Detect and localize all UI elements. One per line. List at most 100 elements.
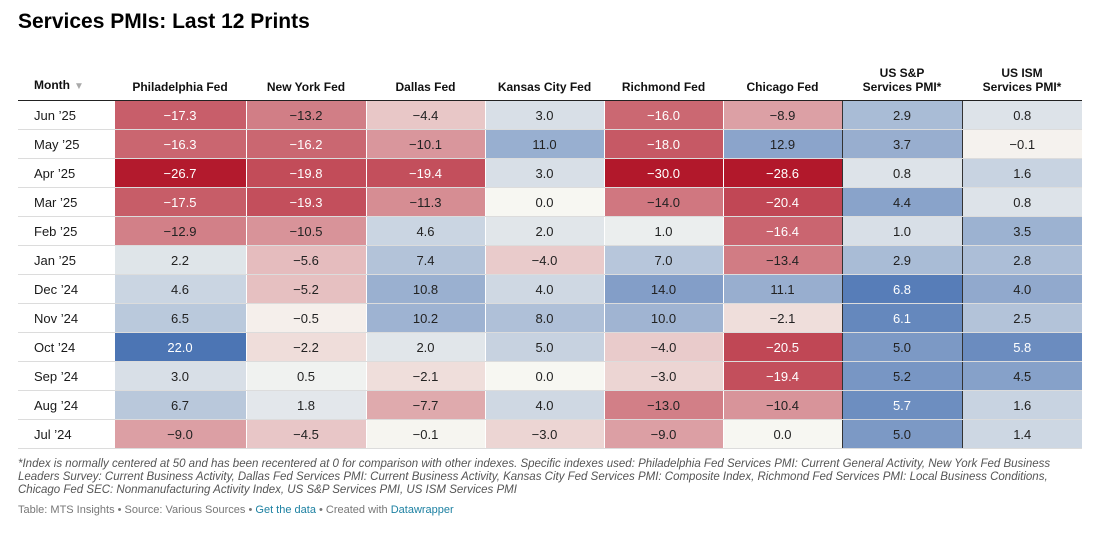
table-row: Jul ’24 −9.0 −4.5 −0.1 −3.0 −9.0 0.0 5.0 1.4: [18, 419, 1082, 449]
us-ism-services-pmi-value-cell: 0.8: [961, 187, 1082, 217]
richmond-fed-value-cell: −18.0: [603, 129, 723, 159]
new-york-fed-value-cell: −0.5: [245, 303, 366, 333]
philadelphia-fed-value-cell: −12.9: [113, 216, 246, 246]
month-cell: Jul ’24: [18, 419, 114, 449]
us-sp-services-pmi-value-cell: 2.9: [841, 100, 962, 130]
month-cell: Nov ’24: [18, 303, 114, 333]
us-sp-services-pmi-value-cell: 2.9: [841, 245, 962, 275]
us-sp-services-pmi-value-cell: 5.0: [841, 332, 962, 362]
richmond-fed-value-cell: −13.0: [603, 390, 723, 420]
month-cell: Apr ’25: [18, 158, 114, 188]
chicago-fed-value-cell: 11.1: [722, 274, 842, 304]
new-york-fed-column-header[interactable]: New York Fed: [246, 60, 366, 101]
us-ism-services-pmi-value-cell: 2.5: [961, 303, 1082, 333]
datawrapper-link[interactable]: Datawrapper: [390, 504, 454, 516]
credits-created-with-text: • Created with: [315, 504, 391, 516]
pmi-table: Month ▼ Philadelphia Fed New York Fed Dal…: [18, 60, 1082, 449]
richmond-fed-value-cell: 10.0: [603, 303, 723, 333]
new-york-fed-value-cell: 1.8: [245, 390, 366, 420]
table-row: Apr ’25 −26.7 −19.8 −19.4 3.0 −30.0 −28.6 0.8 1.…: [18, 158, 1082, 188]
chicago-fed-value-cell: −19.4: [722, 361, 842, 391]
table-row: Aug ’24 6.7 1.8 −7.7 4.0 −13.0 −10.4 5.7 1.6: [18, 390, 1082, 420]
table-row: May ’25 −16.3 −16.2 −10.1 11.0 −18.0 12.9 3.7 −0…: [18, 129, 1082, 159]
philadelphia-fed-value-cell: −26.7: [113, 158, 246, 188]
footnote: *Index is normally centered at 50 and ha…: [18, 458, 1051, 496]
philadelphia-fed-value-cell: −17.3: [113, 100, 246, 130]
dallas-fed-value-cell: −19.4: [365, 158, 485, 188]
month-cell: Mar ’25: [18, 187, 114, 217]
new-york-fed-value-cell: 0.5: [245, 361, 366, 391]
dallas-fed-value-cell: −4.4: [365, 100, 485, 130]
chicago-fed-column-header[interactable]: Chicago Fed: [723, 60, 842, 101]
richmond-fed-value-cell: −16.0: [603, 100, 723, 130]
philadelphia-fed-value-cell: −9.0: [113, 419, 246, 449]
credits: Table: MTS Insights • Source: Various So…: [18, 504, 454, 516]
philadelphia-fed-value-cell: −17.5: [113, 187, 246, 217]
new-york-fed-value-cell: −16.2: [245, 129, 366, 159]
kansas-city-fed-column-header[interactable]: Kansas City Fed: [485, 60, 604, 101]
philadelphia-fed-value-cell: −16.3: [113, 129, 246, 159]
us-ism-services-pmi-value-cell: 3.5: [961, 216, 1082, 246]
richmond-fed-value-cell: −30.0: [603, 158, 723, 188]
table-row: Dec ’24 4.6 −5.2 10.8 4.0 14.0 11.1 6.8 4.0: [18, 274, 1082, 304]
table-row: Jun ’25 −17.3 −13.2 −4.4 3.0 −16.0 −8.9 2.9 0.8: [18, 100, 1082, 130]
dallas-fed-value-cell: 2.0: [365, 332, 485, 362]
kansas-city-fed-value-cell: 0.0: [484, 361, 604, 391]
new-york-fed-value-cell: −5.2: [245, 274, 366, 304]
chicago-fed-value-cell: −16.4: [722, 216, 842, 246]
kansas-city-fed-value-cell: 2.0: [484, 216, 604, 246]
richmond-fed-value-cell: 14.0: [603, 274, 723, 304]
month-column-header[interactable]: Month ▼: [18, 60, 114, 101]
us-ism-services-pmi-value-cell: 1.6: [961, 158, 1082, 188]
table-row: Sep ’24 3.0 0.5 −2.1 0.0 −3.0 −19.4 5.2 4.5: [18, 361, 1082, 391]
chicago-fed-value-cell: −28.6: [722, 158, 842, 188]
us-sp-services-pmi-value-cell: 6.8: [841, 274, 962, 304]
chicago-fed-value-cell: 12.9: [722, 129, 842, 159]
richmond-fed-column-header[interactable]: Richmond Fed: [604, 60, 723, 101]
table-body: Jun ’25 −17.3 −13.2 −4.4 3.0 −16.0 −8.9 2.9 0.8 M…: [18, 100, 1082, 449]
dallas-fed-column-header[interactable]: Dallas Fed: [366, 60, 485, 101]
kansas-city-fed-value-cell: −3.0: [484, 419, 604, 449]
philadelphia-fed-column-header[interactable]: Philadelphia Fed: [114, 60, 246, 101]
us-sp-services-pmi-value-cell: 5.7: [841, 390, 962, 420]
month-cell: Oct ’24: [18, 332, 114, 362]
kansas-city-fed-value-cell: 3.0: [484, 158, 604, 188]
new-york-fed-value-cell: −5.6: [245, 245, 366, 275]
month-cell: Feb ’25: [18, 216, 114, 246]
month-cell: Jun ’25: [18, 100, 114, 130]
sort-down-icon[interactable]: ▼: [73, 81, 84, 92]
us-sp-services-pmi-value-cell: 1.0: [841, 216, 962, 246]
us-sp-services-pmi-value-cell: 6.1: [841, 303, 962, 333]
dallas-fed-value-cell: 7.4: [365, 245, 485, 275]
chicago-fed-value-cell: −13.4: [722, 245, 842, 275]
philadelphia-fed-value-cell: 6.5: [113, 303, 246, 333]
us-ism-services-pmi-value-cell: 1.6: [961, 390, 1082, 420]
richmond-fed-value-cell: 1.0: [603, 216, 723, 246]
dallas-fed-value-cell: 4.6: [365, 216, 485, 246]
kansas-city-fed-value-cell: 8.0: [484, 303, 604, 333]
get-the-data-link[interactable]: Get the data: [255, 504, 316, 516]
new-york-fed-value-cell: −13.2: [245, 100, 366, 130]
philadelphia-fed-value-cell: 4.6: [113, 274, 246, 304]
kansas-city-fed-value-cell: 4.0: [484, 390, 604, 420]
kansas-city-fed-value-cell: 0.0: [484, 187, 604, 217]
sp-header-line1: US S&P: [879, 66, 925, 80]
richmond-fed-value-cell: −4.0: [603, 332, 723, 362]
table-row: Jan ’25 2.2 −5.6 7.4 −4.0 7.0 −13.4 2.9 2.8: [18, 245, 1082, 275]
dallas-fed-value-cell: −7.7: [365, 390, 485, 420]
month-cell: Aug ’24: [18, 390, 114, 420]
kansas-city-fed-value-cell: 11.0: [484, 129, 604, 159]
chicago-fed-value-cell: −10.4: [722, 390, 842, 420]
us-ism-services-pmi-column-header[interactable]: US ISM Services PMI*: [962, 60, 1082, 101]
table-header-row: Month ▼ Philadelphia Fed New York Fed Dal…: [18, 60, 1082, 101]
month-cell: Jan ’25: [18, 245, 114, 275]
chicago-fed-value-cell: −8.9: [722, 100, 842, 130]
month-cell: Dec ’24: [18, 274, 114, 304]
us-sp-services-pmi-column-header[interactable]: US S&P Services PMI*: [842, 60, 962, 101]
richmond-fed-value-cell: −9.0: [603, 419, 723, 449]
richmond-fed-value-cell: 7.0: [603, 245, 723, 275]
month-header-label: Month: [34, 78, 70, 92]
us-ism-services-pmi-value-cell: −0.1: [961, 129, 1082, 159]
kansas-city-fed-value-cell: −4.0: [484, 245, 604, 275]
new-york-fed-value-cell: −2.2: [245, 332, 366, 362]
